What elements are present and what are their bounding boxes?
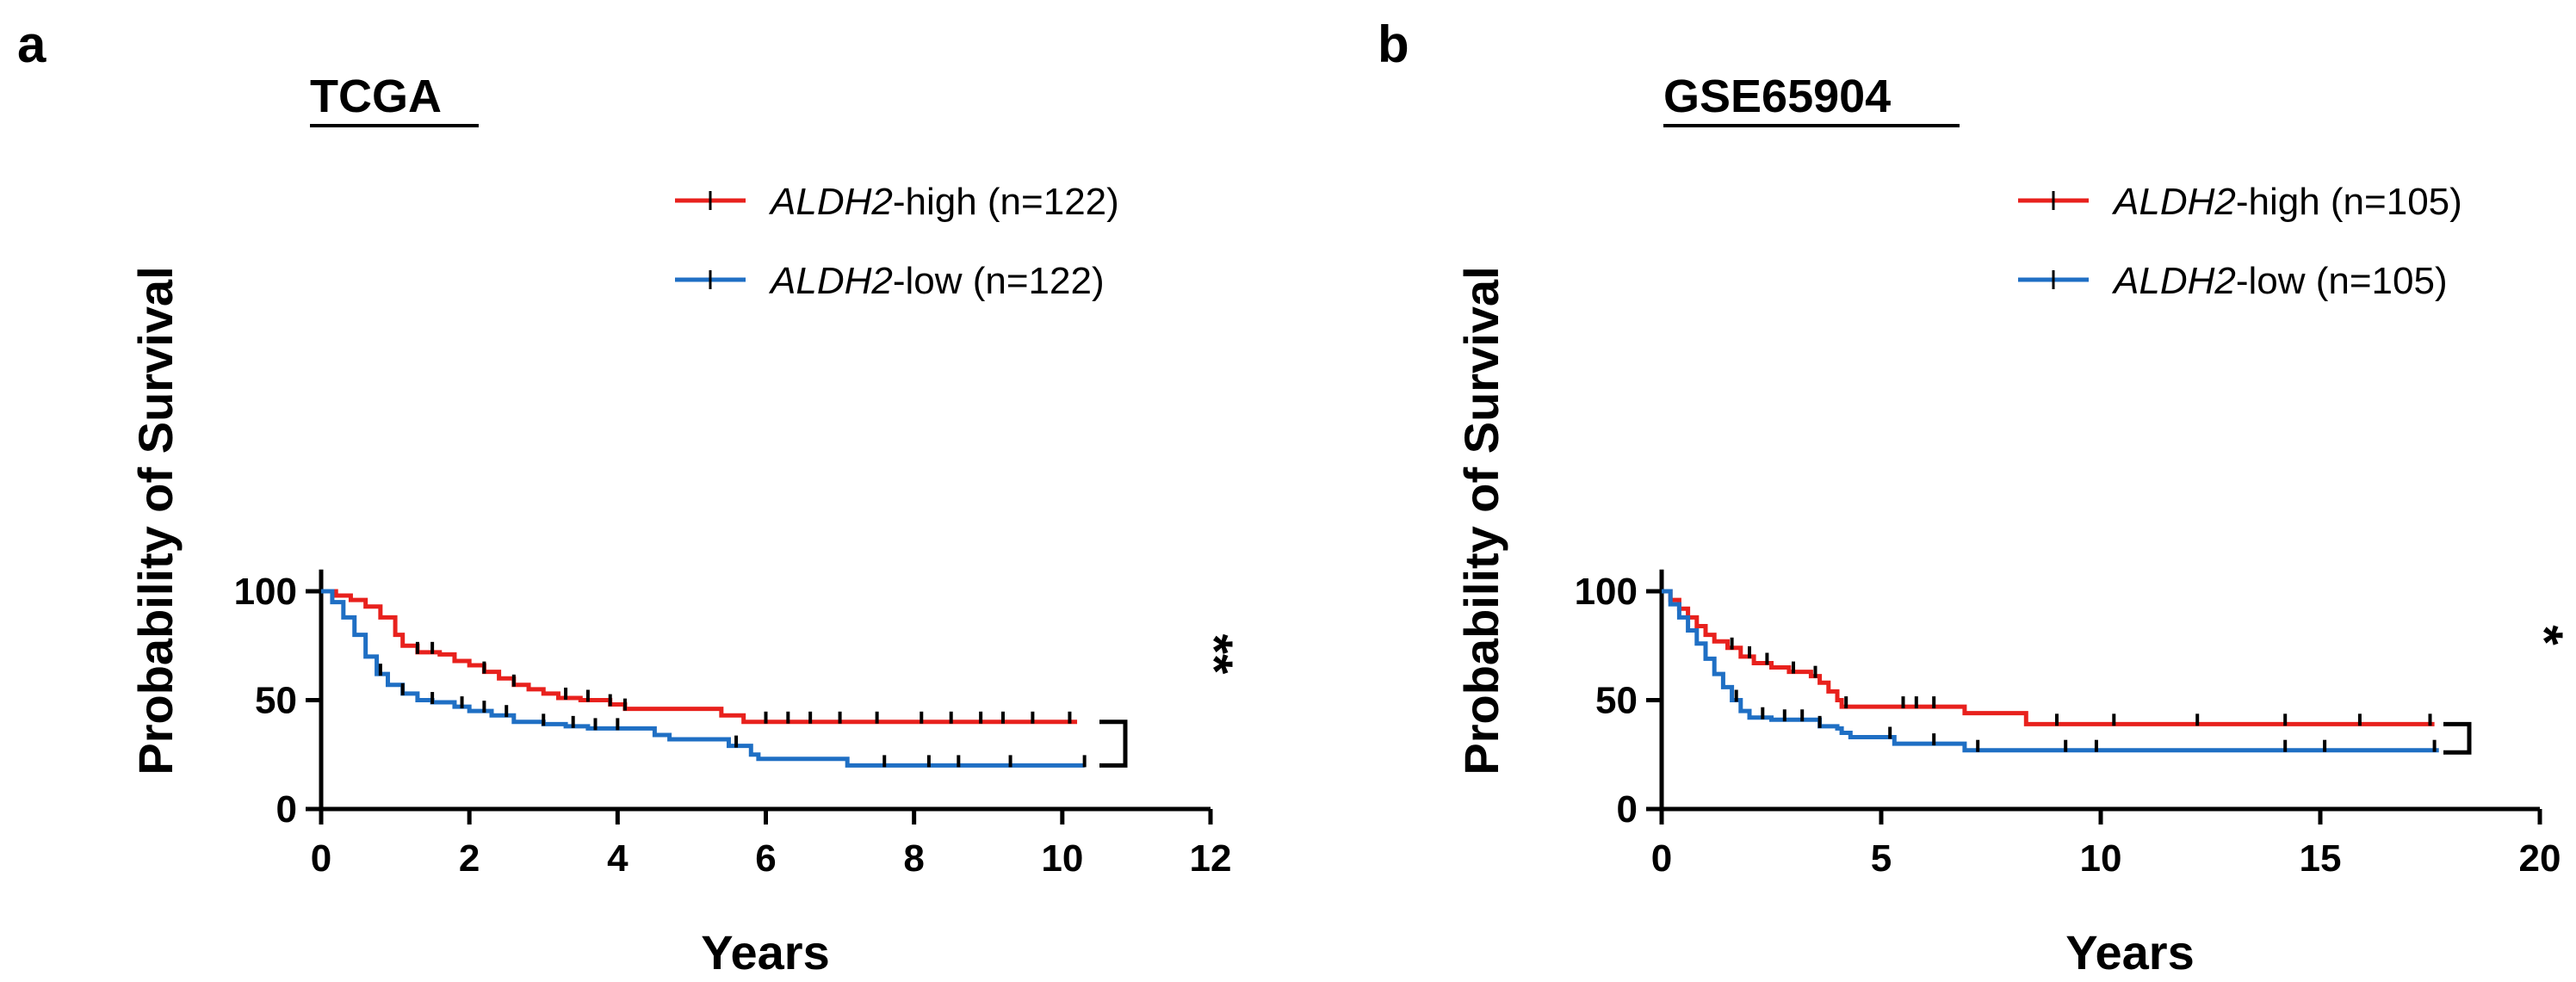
x-tick-label: 4 bbox=[607, 837, 629, 880]
significance-bracket bbox=[1099, 720, 1128, 768]
x-tick-label: 0 bbox=[311, 837, 331, 880]
legend: ALDH2-high (n=122) ALDH2-low (n=122) bbox=[675, 181, 1119, 302]
survival-curve-low bbox=[1662, 589, 2439, 753]
x-tick-label: 2 bbox=[459, 837, 480, 880]
significance-bracket bbox=[2443, 721, 2472, 755]
x-tick-label: 12 bbox=[1190, 837, 1232, 880]
legend-item-low: ALDH2-low (n=122) bbox=[675, 260, 1105, 302]
plot-area: 0 50 100 0 2 4 6 8 10 12 bbox=[234, 569, 1232, 880]
x-tick-label: 10 bbox=[1041, 837, 1083, 880]
x-tick-label: 6 bbox=[755, 837, 776, 880]
chart-title: GSE65904 bbox=[1663, 71, 1891, 122]
legend-label-low: ALDH2-low (n=105) bbox=[2111, 260, 2448, 302]
legend-label-high: ALDH2-high (n=122) bbox=[768, 181, 1119, 223]
legend-gene-name: ALDH2 bbox=[2111, 260, 2236, 302]
legend-item-low: ALDH2-low (n=105) bbox=[2018, 260, 2448, 302]
y-tick-label: 50 bbox=[1595, 680, 1638, 722]
legend-group-text: -low (n=105) bbox=[2236, 260, 2448, 302]
y-tick-label: 100 bbox=[1575, 571, 1638, 613]
significance-marker: * bbox=[2516, 625, 2573, 645]
x-axis-label: Years bbox=[701, 925, 830, 979]
legend: ALDH2-high (n=105) ALDH2-low (n=105) bbox=[2018, 181, 2462, 302]
y-tick-label: 0 bbox=[276, 788, 297, 831]
panel-a-tcga-chart: a TCGA Probability of Survival Years ALD… bbox=[17, 15, 1243, 979]
x-tick-label: 8 bbox=[903, 837, 924, 880]
survival-curve-low bbox=[321, 589, 1085, 768]
legend-group-text: -low (n=122) bbox=[893, 260, 1105, 302]
legend-gene-name: ALDH2 bbox=[2111, 181, 2236, 223]
legend-gene-name: ALDH2 bbox=[768, 181, 893, 223]
y-tick-label: 50 bbox=[255, 680, 297, 722]
legend-label-low: ALDH2-low (n=122) bbox=[768, 260, 1105, 302]
y-axis-label: Probability of Survival bbox=[1454, 266, 1508, 775]
plot-area: 0 50 100 0 5 10 15 20 bbox=[1575, 569, 2561, 880]
panel-b-gse65904-chart: b GSE65904 Probability of Survival Years… bbox=[1378, 15, 2573, 979]
x-axis-label: Years bbox=[2065, 925, 2195, 979]
legend-gene-name: ALDH2 bbox=[768, 260, 893, 302]
y-tick-label: 0 bbox=[1617, 788, 1638, 831]
legend-group-text: -high (n=122) bbox=[893, 181, 1119, 223]
x-tick-label: 0 bbox=[1651, 837, 1672, 880]
x-tick-label: 5 bbox=[1871, 837, 1892, 880]
y-tick-label: 100 bbox=[234, 571, 297, 613]
x-tick-label: 10 bbox=[2080, 837, 2122, 880]
legend-item-high: ALDH2-high (n=122) bbox=[675, 181, 1119, 223]
panel-letter: b bbox=[1378, 15, 1409, 73]
legend-item-high: ALDH2-high (n=105) bbox=[2018, 181, 2462, 223]
x-tick-label: 15 bbox=[2300, 837, 2342, 880]
y-axis-label: Probability of Survival bbox=[128, 266, 183, 775]
x-tick-label: 20 bbox=[2519, 837, 2561, 880]
significance-marker: ** bbox=[1186, 634, 1243, 675]
panel-letter: a bbox=[17, 15, 46, 73]
legend-group-text: -high (n=105) bbox=[2236, 181, 2462, 223]
legend-label-high: ALDH2-high (n=105) bbox=[2111, 181, 2462, 223]
chart-title: TCGA bbox=[310, 71, 442, 122]
survival-curve-high bbox=[1662, 589, 2435, 726]
